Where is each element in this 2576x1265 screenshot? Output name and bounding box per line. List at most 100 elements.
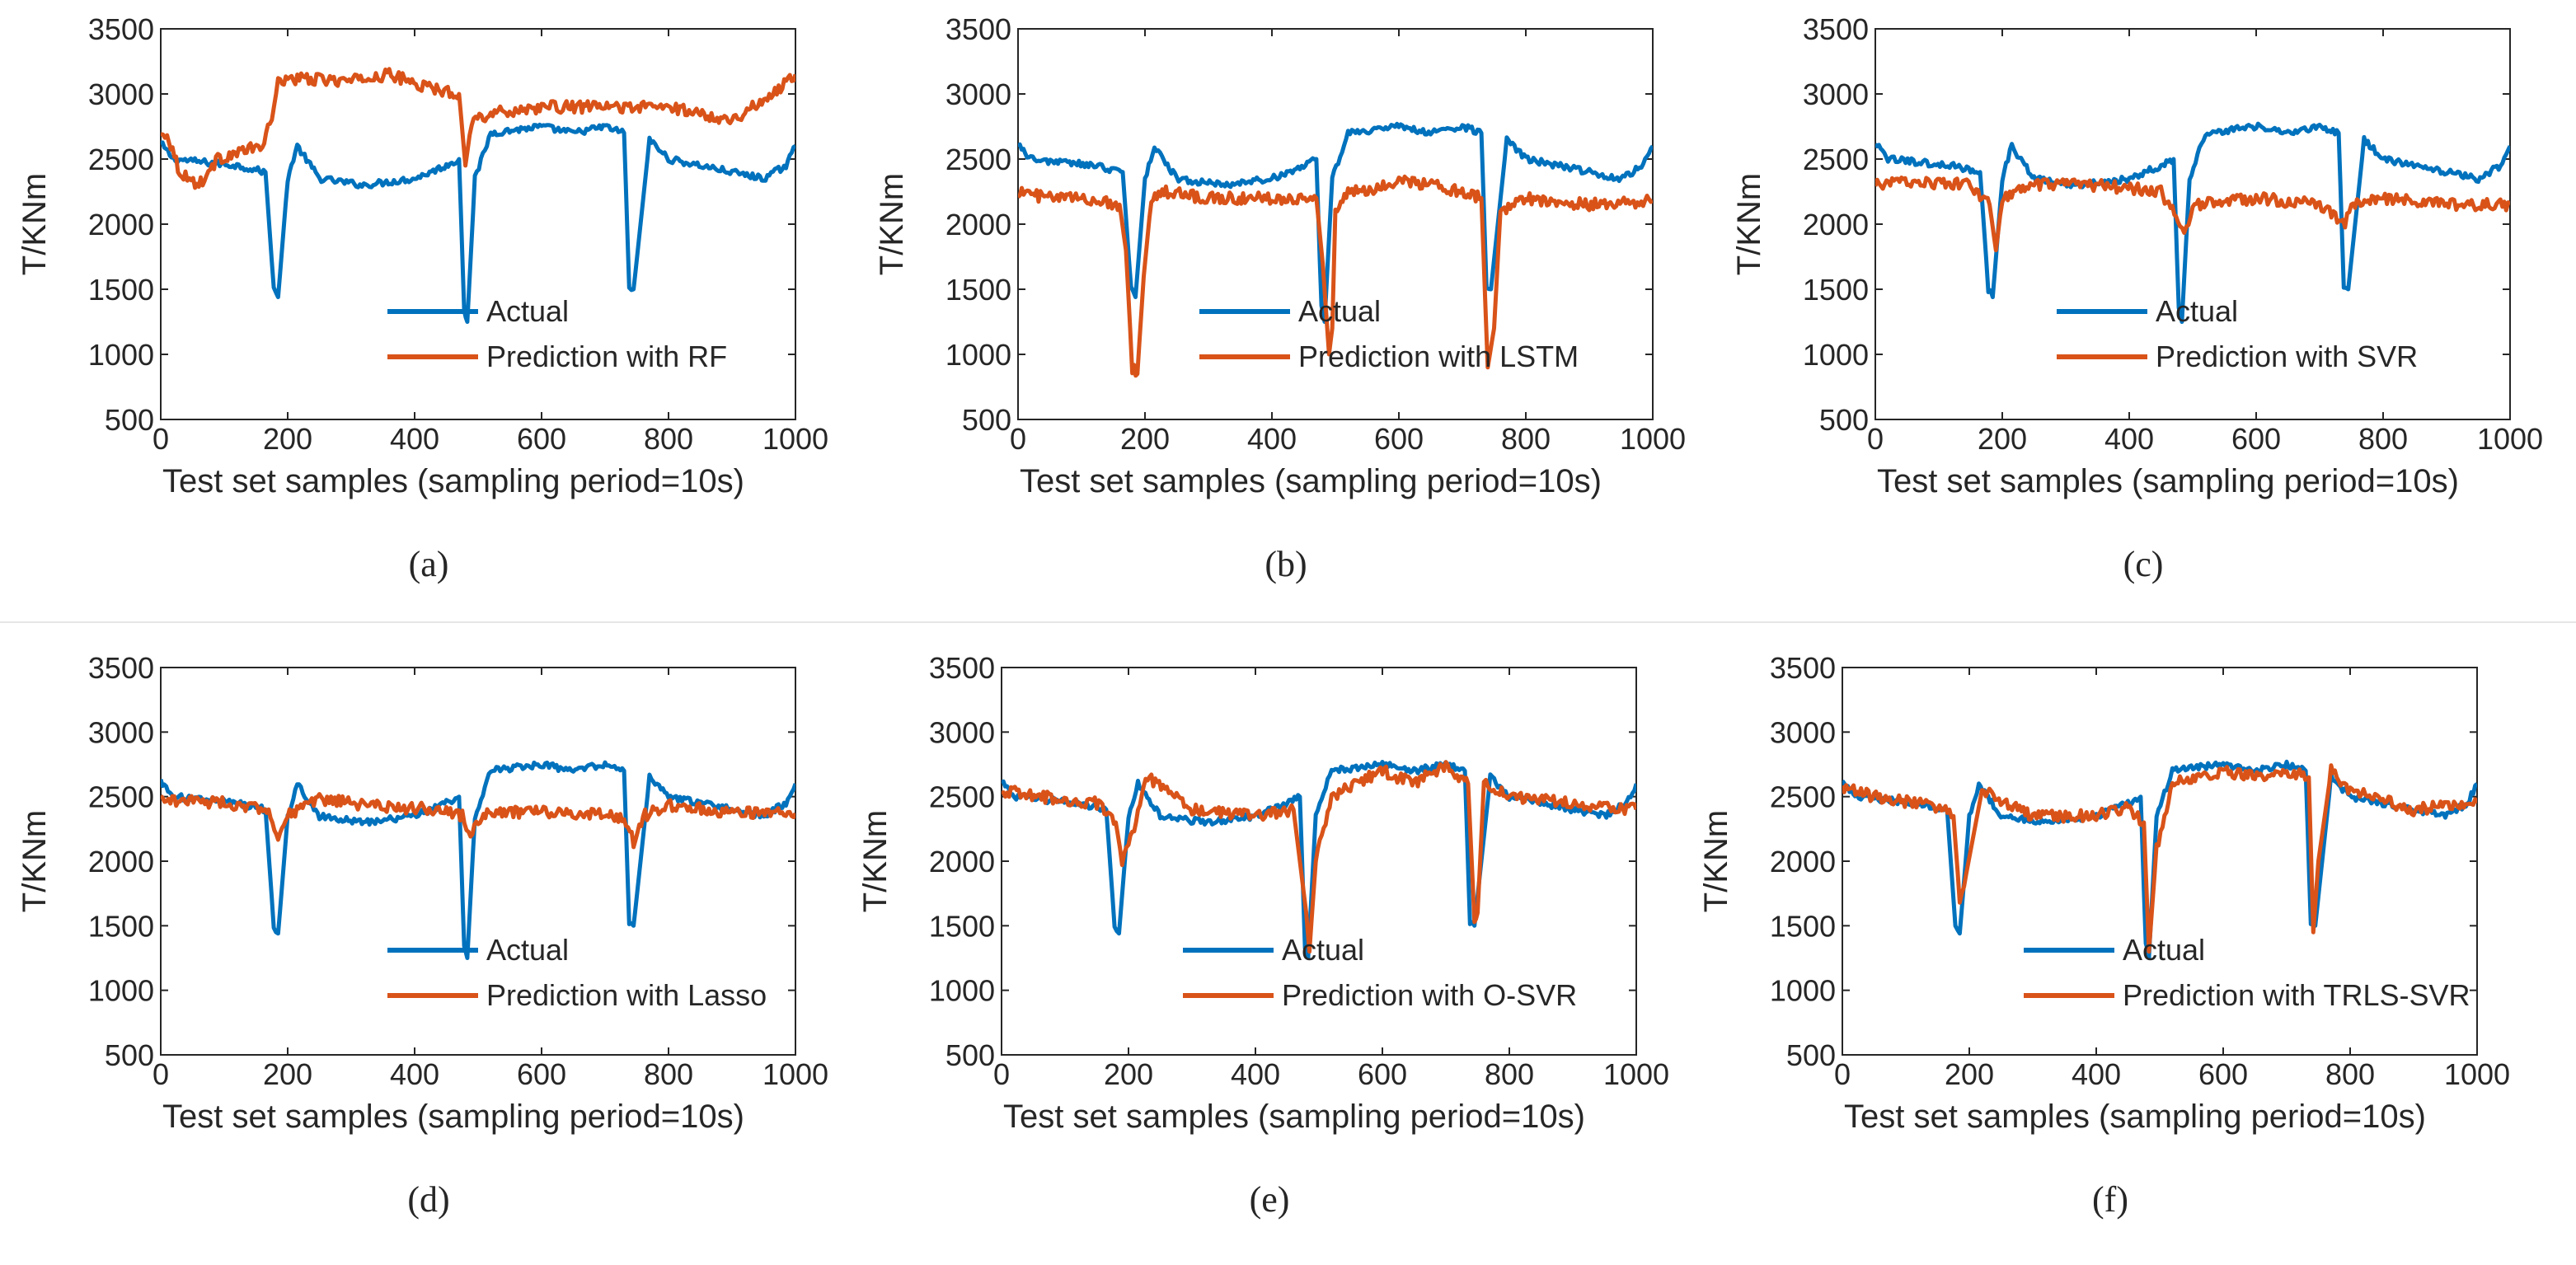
- y-tick-label: 2000: [929, 845, 995, 878]
- x-tick-label: 0: [1867, 422, 1884, 456]
- legend-entry: Actual: [486, 294, 569, 328]
- y-tick-label: 500: [962, 403, 1011, 437]
- x-axis-label: Test set samples (sampling period=10s): [162, 1099, 744, 1135]
- x-tick-label: 0: [1010, 422, 1026, 456]
- y-axis-label: T/KNm: [16, 173, 53, 275]
- legend-entry: Actual: [2156, 294, 2238, 328]
- y-tick-label: 3000: [929, 715, 995, 749]
- x-tick-label: 400: [390, 422, 439, 456]
- x-tick-label: 1000: [2444, 1057, 2510, 1091]
- y-tick-label: 2500: [1803, 143, 1869, 176]
- x-axis-label: Test set samples (sampling period=10s): [1020, 463, 1602, 499]
- y-tick-label: 1000: [88, 338, 154, 372]
- series-actual-line: [161, 122, 795, 324]
- x-tick-label: 0: [993, 1057, 1010, 1091]
- y-tick-label: 3500: [1770, 651, 1836, 685]
- chart-panel: 500 1000 1500 2000 2500 3000 3500 0 200 400 600 800…: [857, 651, 1669, 1220]
- x-tick-label: 0: [152, 1057, 169, 1091]
- series-actual-line: [161, 760, 795, 960]
- legend-entry: Actual: [2123, 933, 2205, 967]
- panel-caption: (c): [2123, 544, 2164, 584]
- x-tick-label: 600: [1374, 422, 1424, 456]
- x-tick-label: 1000: [762, 422, 828, 456]
- x-axis-label: Test set samples (sampling period=10s): [1844, 1099, 2426, 1135]
- series-actual-line: [1842, 759, 2477, 960]
- y-tick-label: 2000: [945, 208, 1011, 241]
- y-axis-label: T/KNm: [857, 810, 894, 912]
- y-tick-label: 1000: [945, 338, 1011, 372]
- series-prediction-line: [1875, 176, 2510, 253]
- panel-caption: (b): [1265, 544, 1307, 584]
- y-tick-label: 3000: [88, 77, 154, 111]
- x-axis-label: Test set samples (sampling period=10s): [1003, 1099, 1585, 1135]
- chart-panel: 500 1000 1500 2000 2500 3000 3500 0 200 400 600 800…: [16, 12, 828, 584]
- y-tick-label: 1500: [945, 273, 1011, 307]
- y-tick-label: 3000: [1803, 77, 1869, 111]
- y-tick-label: 1500: [1770, 909, 1836, 943]
- x-tick-label: 800: [644, 1057, 693, 1091]
- y-tick-label: 1000: [1770, 974, 1836, 1008]
- y-tick-label: 500: [1786, 1038, 1836, 1072]
- y-tick-label: 3500: [88, 651, 154, 685]
- y-tick-label: 2500: [945, 143, 1011, 176]
- y-axis-label: T/KNm: [874, 173, 910, 275]
- series-actual-line: [1875, 121, 2510, 324]
- x-axis-label: Test set samples (sampling period=10s): [1877, 463, 2459, 499]
- y-tick-label: 1000: [1803, 338, 1869, 372]
- y-tick-label: 2000: [1803, 208, 1869, 241]
- x-tick-label: 200: [1945, 1057, 1994, 1091]
- x-tick-label: 800: [1501, 422, 1551, 456]
- x-tick-label: 600: [1358, 1057, 1407, 1091]
- legend-entry: Actual: [1298, 294, 1381, 328]
- series-prediction-line: [161, 67, 795, 190]
- y-tick-label: 2500: [88, 780, 154, 814]
- y-tick-label: 1500: [1803, 273, 1869, 307]
- y-tick-label: 1000: [929, 974, 995, 1008]
- y-tick-label: 3500: [88, 12, 154, 46]
- series-prediction-line: [1842, 763, 2477, 954]
- x-tick-label: 200: [1104, 1057, 1153, 1091]
- y-tick-label: 3000: [945, 77, 1011, 111]
- legend-entry: Prediction with LSTM: [1298, 340, 1579, 373]
- legend-entry: Prediction with TRLS-SVR: [2123, 978, 2470, 1012]
- legend-entry: Prediction with Lasso: [486, 978, 767, 1012]
- legend-entry: Actual: [1282, 933, 1364, 967]
- x-tick-label: 200: [1120, 422, 1170, 456]
- panel-caption: (d): [407, 1179, 449, 1220]
- x-tick-label: 1000: [2477, 422, 2543, 456]
- x-tick-label: 800: [2358, 422, 2408, 456]
- x-tick-label: 800: [644, 422, 693, 456]
- x-tick-label: 800: [2325, 1057, 2375, 1091]
- x-axis-label: Test set samples (sampling period=10s): [162, 463, 744, 499]
- x-tick-label: 400: [1231, 1057, 1280, 1091]
- y-tick-label: 1500: [88, 273, 154, 307]
- y-tick-label: 500: [945, 1038, 995, 1072]
- y-tick-label: 1500: [88, 909, 154, 943]
- panel-caption: (a): [409, 544, 449, 584]
- y-tick-label: 500: [105, 403, 154, 437]
- x-tick-label: 600: [2198, 1057, 2248, 1091]
- y-tick-label: 3500: [945, 12, 1011, 46]
- panel-caption: (f): [2092, 1179, 2128, 1220]
- series-actual-line: [1002, 760, 1636, 960]
- series-prediction-line: [1002, 760, 1636, 954]
- y-tick-label: 2500: [929, 780, 995, 814]
- legend-entry: Actual: [486, 933, 569, 967]
- x-tick-label: 0: [152, 422, 169, 456]
- panel-caption: (e): [1250, 1179, 1290, 1220]
- y-tick-label: 3000: [88, 715, 154, 749]
- legend-entry: Prediction with O-SVR: [1282, 978, 1577, 1012]
- x-tick-label: 400: [390, 1057, 439, 1091]
- y-tick-label: 3500: [929, 651, 995, 685]
- chart-panel: 500 1000 1500 2000 2500 3000 3500 0 200 400 600 800…: [874, 12, 1686, 584]
- x-tick-label: 600: [517, 1057, 566, 1091]
- y-tick-label: 1000: [88, 974, 154, 1008]
- series-prediction-line: [1018, 174, 1653, 378]
- y-tick-label: 2000: [1770, 845, 1836, 878]
- chart-panel: 500 1000 1500 2000 2500 3000 3500 0 200 400 600 800…: [1731, 12, 2543, 584]
- x-tick-label: 1000: [1620, 422, 1686, 456]
- legend-entry: Prediction with RF: [486, 340, 727, 373]
- series-actual-line: [1018, 121, 1653, 324]
- y-tick-label: 2500: [88, 143, 154, 176]
